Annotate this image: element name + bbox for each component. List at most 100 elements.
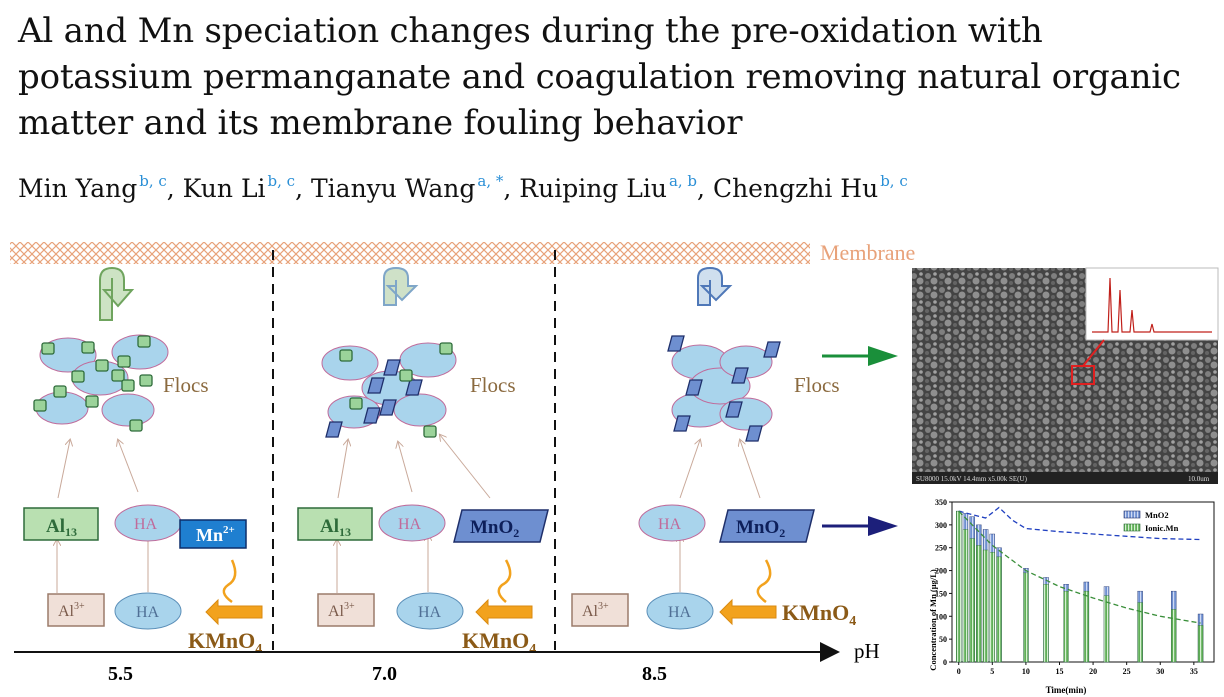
al13-box: Al13 bbox=[297, 507, 373, 541]
author-affiliation[interactable]: a, b bbox=[668, 172, 698, 190]
membrane-label: Membrane bbox=[820, 240, 915, 265]
author-affiliation[interactable]: a, * bbox=[477, 172, 504, 190]
legend-label: MnO2 bbox=[1145, 510, 1169, 520]
bar-ionic-mn bbox=[962, 529, 969, 663]
svg-text:MnO2: MnO2 bbox=[736, 517, 785, 540]
u-turn-arrow-icon bbox=[697, 266, 733, 306]
flocs-label: Flocs bbox=[163, 373, 209, 397]
author-5[interactable]: Chengzhi Hu b, c bbox=[712, 172, 908, 203]
kmno4-label: KMnO4 bbox=[188, 628, 262, 657]
author-name: Chengzhi Hu bbox=[712, 174, 879, 203]
bar-ionic-mn bbox=[1063, 590, 1069, 663]
svg-text:HA: HA bbox=[418, 604, 442, 621]
kmno4-label: KMnO4 bbox=[462, 628, 536, 657]
legend-label: Ionic.Mn bbox=[1145, 523, 1179, 533]
bar-ionic-mn bbox=[996, 556, 1002, 663]
bar-ionic-mn bbox=[976, 545, 982, 663]
y-tick-label: 50 bbox=[939, 635, 947, 644]
author-list: Min Yang b, c, Kun Li b, c, Tianyu Wang a, … bbox=[18, 172, 908, 203]
graphical-abstract: Membrane Flocs bbox=[10, 240, 1219, 695]
svg-text:HA: HA bbox=[398, 516, 422, 533]
x-tick-label: 35 bbox=[1190, 667, 1198, 676]
al3-box: Al3+ bbox=[571, 593, 629, 627]
author-affiliation[interactable]: b, c bbox=[880, 172, 908, 190]
ph-value: 8.5 bbox=[642, 663, 667, 685]
author-affiliation[interactable]: b, c bbox=[267, 172, 296, 190]
svg-text:MnO2: MnO2 bbox=[470, 517, 519, 540]
svg-text:Al13: Al13 bbox=[320, 516, 351, 539]
ph-value: 5.5 bbox=[108, 663, 133, 685]
ha-ellipse: HA bbox=[646, 592, 714, 630]
svg-text:HA: HA bbox=[136, 604, 160, 621]
floc-cluster bbox=[33, 334, 169, 432]
ph-label: pH bbox=[854, 639, 880, 663]
author-name: Tianyu Wang bbox=[311, 174, 476, 203]
orange-curve bbox=[756, 559, 772, 604]
svg-text:Al13: Al13 bbox=[46, 516, 77, 539]
bar-ionic-mn bbox=[1023, 572, 1029, 663]
ha-ellipse: HA bbox=[114, 592, 182, 630]
bar-ionic-mn bbox=[969, 538, 975, 663]
bar-ionic-mn bbox=[956, 510, 962, 663]
y-tick-label: 100 bbox=[935, 612, 947, 621]
sem-image: SU8000 15.0kV 14.4mm x5.00k SE(U) 10.0um bbox=[912, 267, 1219, 484]
x-tick-label: 25 bbox=[1123, 667, 1131, 676]
author-2[interactable]: Kun Li b, c bbox=[183, 172, 296, 203]
floc-cluster bbox=[667, 335, 781, 442]
legend-swatch-ionic bbox=[1123, 523, 1141, 532]
chart-ylabel: Concentration of Mn (μg/L) bbox=[928, 569, 938, 671]
y-tick-label: 250 bbox=[935, 544, 947, 553]
al3-box: Al3+ bbox=[47, 593, 105, 627]
al3-box: Al3+ bbox=[317, 593, 375, 627]
y-tick-label: 350 bbox=[935, 498, 947, 507]
bar-ionic-mn bbox=[1083, 590, 1090, 663]
mn2-box: Mn2+ bbox=[179, 519, 247, 549]
author-name: Min Yang bbox=[18, 174, 138, 203]
trend-line bbox=[958, 510, 1201, 624]
bar-ionic-mn bbox=[989, 552, 996, 663]
mn-concentration-chart: Concentration of Mn (μg/L) Time(min) 050… bbox=[928, 498, 1215, 695]
trend-line bbox=[958, 506, 1201, 541]
svg-text:Mn2+: Mn2+ bbox=[196, 524, 235, 545]
kmno4-label: KMnO4 bbox=[782, 600, 856, 629]
bar-ionic-mn bbox=[1103, 595, 1110, 663]
bar-ionic-mn bbox=[1170, 609, 1177, 663]
eds-inset bbox=[1085, 267, 1219, 341]
kmno4-arrow-icon bbox=[205, 598, 263, 626]
y-tick-label: 300 bbox=[935, 521, 947, 530]
bar-ionic-mn bbox=[1043, 584, 1049, 663]
orange-curve bbox=[222, 559, 237, 604]
bar-ionic-mn bbox=[1197, 625, 1204, 663]
u-turn-arrow-icon bbox=[99, 266, 135, 321]
svg-text:Al3+: Al3+ bbox=[582, 601, 609, 620]
navy-arrow-icon bbox=[822, 516, 898, 536]
author-3[interactable]: Tianyu Wang a, * bbox=[311, 172, 504, 203]
reaction-arrows bbox=[57, 435, 761, 593]
legend-swatch-mno2 bbox=[1123, 510, 1141, 519]
y-tick-label: 200 bbox=[935, 567, 947, 576]
y-tick-label: 0 bbox=[943, 658, 947, 667]
author-affiliation[interactable]: b, c bbox=[139, 172, 167, 190]
kmno4-arrow-icon bbox=[719, 598, 777, 626]
green-arrow-icon bbox=[822, 346, 898, 366]
floc-cluster bbox=[321, 342, 457, 438]
y-tick-label: 150 bbox=[935, 589, 947, 598]
paper-title: Al and Mn speciation changes during the … bbox=[18, 11, 1181, 143]
membrane-band bbox=[10, 242, 810, 264]
bar-ionic-mn bbox=[1137, 602, 1143, 663]
x-tick-label: 5 bbox=[990, 667, 994, 676]
x-tick-label: 10 bbox=[1022, 667, 1030, 676]
u-turn-arrow-icon bbox=[383, 266, 419, 306]
bar-ionic-mn bbox=[982, 549, 989, 663]
x-tick-label: 0 bbox=[957, 667, 961, 676]
flocs-label: Flocs bbox=[470, 373, 516, 397]
ph-value: 7.0 bbox=[372, 663, 397, 685]
sem-caption: SU8000 15.0kV 14.4mm x5.00k SE(U) bbox=[916, 475, 1028, 483]
chart-xlabel: Time(min) bbox=[1046, 685, 1087, 695]
author-1[interactable]: Min Yang b, c bbox=[18, 172, 167, 203]
author-4[interactable]: Ruiping Liu a, b bbox=[519, 172, 698, 203]
flocs-label: Flocs bbox=[794, 373, 840, 397]
mno2-box: MnO2 bbox=[719, 509, 815, 543]
orange-curve bbox=[497, 559, 512, 603]
kmno4-arrow-icon bbox=[475, 598, 533, 626]
